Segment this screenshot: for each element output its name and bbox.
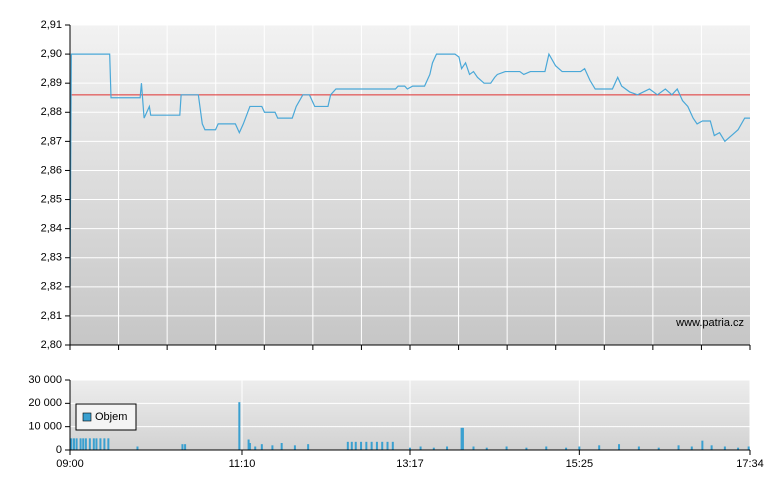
volume-bar: [350, 441, 353, 450]
y-tick-label: 2,88: [41, 106, 62, 118]
volume-bar: [260, 444, 263, 450]
volume-bar: [637, 446, 640, 450]
x-tick-label: 13:17: [396, 458, 424, 470]
volume-bar: [280, 443, 283, 450]
volume-bar: [370, 441, 373, 450]
y-tick-label: 30 000: [28, 374, 62, 386]
y-tick-label: 2,85: [41, 193, 62, 205]
volume-bar: [360, 441, 363, 450]
volume-bar: [677, 445, 680, 450]
volume-bar: [271, 445, 274, 450]
y-tick-label: 20 000: [28, 397, 62, 409]
volume-bar: [92, 438, 95, 450]
volume-bar: [747, 446, 750, 450]
volume-bar: [79, 438, 82, 450]
volume-chart: 0 10 000 20 000 30 000 09:00 11:10 13:17 15:25 1…: [28, 374, 763, 470]
y-tick-label: 2,84: [41, 223, 62, 235]
volume-bar: [103, 438, 106, 450]
y-tick-label: 0: [56, 444, 62, 456]
volume-bar: [485, 447, 488, 450]
x-tick-label: 11:10: [229, 458, 256, 470]
volume-bar: [723, 446, 726, 450]
volume-bar: [598, 445, 601, 450]
volume-bar: [525, 447, 528, 450]
volume-bar: [618, 444, 621, 450]
volume-bar: [184, 444, 187, 450]
volume-bar: [72, 438, 75, 450]
volume-bar: [461, 427, 464, 450]
volume-bar: [254, 446, 257, 450]
volume-bar: [70, 438, 73, 450]
volume-bar: [381, 441, 384, 450]
watermark: www.patria.cz: [675, 317, 744, 329]
y-tick-label: 2,90: [41, 48, 62, 60]
volume-bar: [99, 438, 102, 450]
x-tick-label: 09:00: [56, 458, 84, 470]
volume-bar: [107, 438, 110, 450]
volume-bar: [578, 446, 581, 450]
volume-bar: [701, 440, 704, 450]
volume-bar: [346, 441, 349, 450]
y-tick-label: 10 000: [28, 421, 62, 433]
volume-bar: [446, 446, 449, 450]
volume-bar: [657, 447, 660, 450]
volume-bar: [82, 438, 85, 450]
volume-bar: [505, 446, 508, 450]
y-tick-label: 2,80: [41, 339, 62, 351]
volume-bar: [307, 444, 310, 450]
legend-box: [75, 403, 137, 431]
volume-bar: [386, 441, 389, 450]
y-tick-label: 2,86: [41, 164, 62, 176]
volume-bar: [248, 443, 251, 450]
volume-bar: [354, 441, 357, 450]
volume-bar: [75, 438, 78, 450]
volume-bar: [365, 441, 368, 450]
volume-bar: [88, 438, 91, 450]
legend-swatch: [82, 412, 92, 422]
y-tick-label: 2,82: [41, 281, 62, 293]
volume-bar: [238, 402, 241, 450]
x-tick-label: 15:25: [566, 458, 594, 470]
volume-bar: [545, 446, 548, 450]
x-tick-label: 17:34: [736, 458, 764, 470]
y-tick-label: 2,91: [41, 19, 62, 31]
volume-bar: [136, 446, 139, 450]
volume-bar: [409, 447, 411, 450]
volume-bar: [472, 446, 475, 450]
volume-bar: [391, 441, 394, 450]
volume-bar: [460, 427, 463, 450]
volume-bar: [247, 439, 250, 450]
y-tick-label: 2,81: [41, 310, 62, 322]
volume-bar: [95, 438, 98, 450]
price-line: [69, 52, 750, 287]
volume-bar: [710, 445, 713, 450]
volume-bar: [432, 447, 435, 450]
legend-label: Objem: [95, 411, 127, 423]
volume-bar: [181, 444, 184, 450]
volume-bar: [84, 438, 87, 450]
price-chart: 2,80 2,81 2,82 2,83 2,84 2,85 2,86 2,87 2,88 2,89…: [41, 19, 751, 351]
volume-bar: [737, 447, 740, 450]
y-tick-label: 2,83: [41, 252, 62, 264]
volume-bar: [565, 447, 568, 450]
volume-bar: [293, 445, 296, 450]
volume-bar: [375, 441, 378, 450]
volume-bar: [690, 446, 693, 450]
volume-bar: [419, 446, 422, 450]
y-tick-label: 2,89: [41, 77, 62, 89]
y-tick-label: 2,87: [41, 135, 62, 147]
